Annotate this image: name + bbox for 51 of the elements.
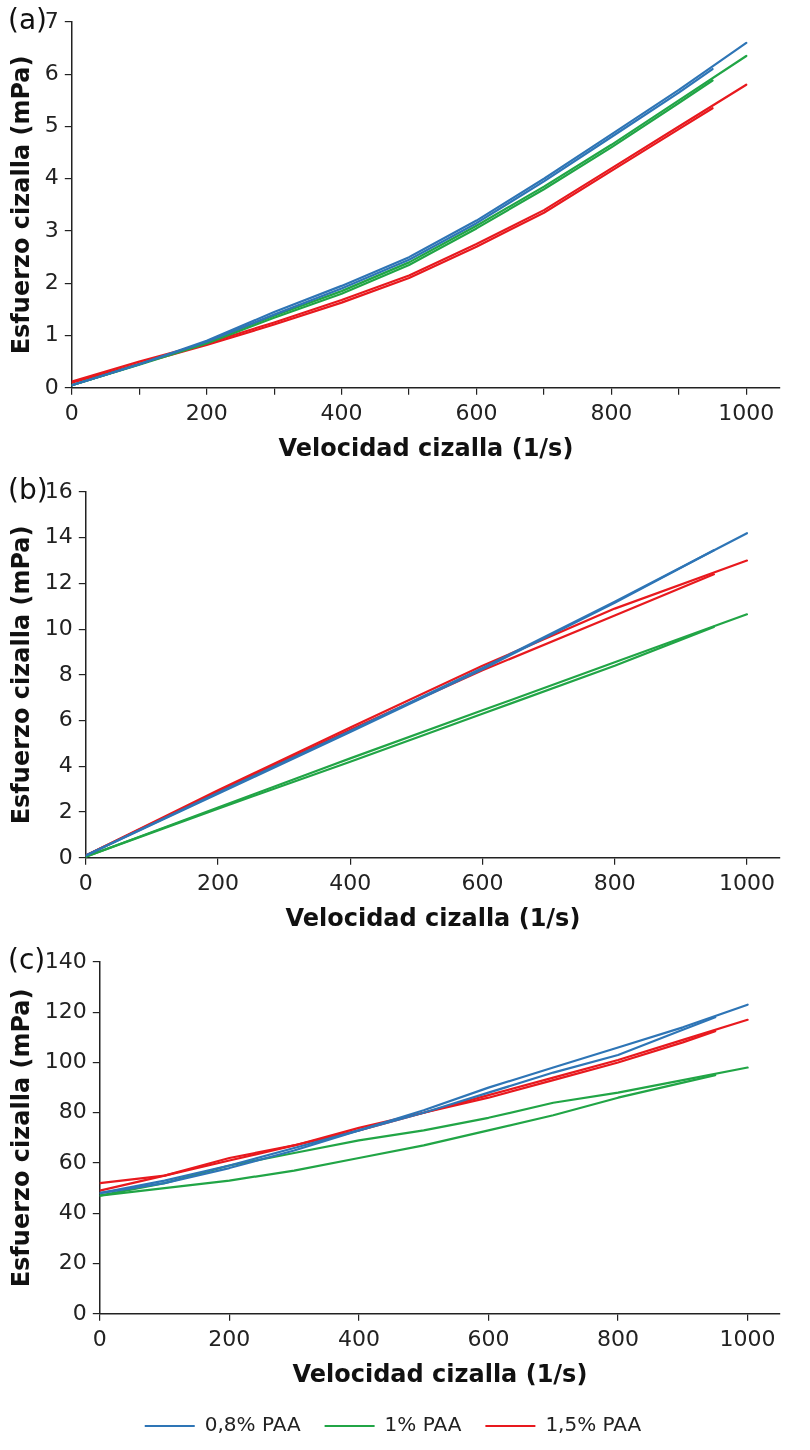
- y-tick-label: 120: [44, 997, 87, 1023]
- x-tick-label: 400: [337, 1325, 380, 1351]
- y-tick-label: 1: [44, 321, 59, 347]
- x-tick-label: 600: [455, 399, 498, 425]
- y-tick-label: 6: [58, 706, 73, 732]
- y-tick-label: 6: [44, 59, 59, 85]
- y-tick-label: 140: [44, 947, 87, 973]
- y-tick-label: 5: [44, 112, 59, 138]
- y-tick-label: 100: [44, 1048, 87, 1074]
- y-tick-label: 7: [44, 7, 59, 33]
- x-tick-label: 800: [593, 869, 636, 895]
- x-axis-title: Velocidad cizalla (1/s): [278, 433, 574, 462]
- y-tick-label: 0: [44, 373, 59, 399]
- y-axis-title: Esfuerzo cizalla (mPa): [6, 988, 35, 1288]
- y-tick-label: 14: [44, 523, 73, 549]
- x-tick-label: 200: [208, 1325, 251, 1351]
- x-tick-label: 200: [197, 869, 240, 895]
- legend-label: 1% PAA: [384, 1412, 462, 1437]
- x-tick-label: 1000: [718, 869, 775, 895]
- chart-title: (b): [8, 473, 48, 507]
- y-tick-label: 10: [44, 614, 73, 640]
- y-axis-title: Esfuerzo cizalla (mPa): [6, 55, 35, 355]
- y-tick-label: 40: [58, 1199, 87, 1224]
- y-tick-label: 3: [44, 216, 59, 242]
- x-tick-label: 400: [320, 399, 363, 425]
- chart-title: (c): [8, 943, 46, 977]
- legend-label: 0,8% PAA: [204, 1412, 301, 1437]
- x-tick-label: 800: [597, 1325, 640, 1351]
- y-tick-label: 2: [44, 269, 59, 294]
- y-tick-label: 60: [58, 1148, 87, 1174]
- x-tick-label: 400: [329, 869, 372, 895]
- x-tick-label: 0: [92, 1325, 107, 1351]
- y-tick-label: 20: [58, 1249, 87, 1275]
- legend-label: 1,5% PAA: [545, 1412, 642, 1437]
- x-tick-label: 1000: [718, 399, 775, 425]
- y-tick-label: 80: [58, 1098, 87, 1124]
- y-tick-label: 2: [58, 797, 73, 823]
- x-tick-label: 200: [185, 399, 228, 425]
- y-tick-label: 12: [44, 569, 73, 595]
- y-tick-label: 4: [58, 752, 73, 778]
- y-tick-label: 4: [44, 164, 59, 190]
- x-axis-title: Velocidad cizalla (1/s): [285, 903, 581, 932]
- y-tick-label: 8: [58, 660, 73, 686]
- y-axis-title: Esfuerzo cizalla (mPa): [6, 525, 35, 825]
- x-axis-title: Velocidad cizalla (1/s): [292, 1359, 588, 1388]
- x-tick-label: 1000: [719, 1325, 776, 1351]
- x-tick-label: 800: [590, 399, 633, 425]
- x-tick-label: 600: [461, 869, 504, 895]
- y-tick-label: 0: [72, 1299, 87, 1325]
- x-tick-label: 600: [467, 1325, 510, 1351]
- y-tick-label: 0: [58, 843, 73, 869]
